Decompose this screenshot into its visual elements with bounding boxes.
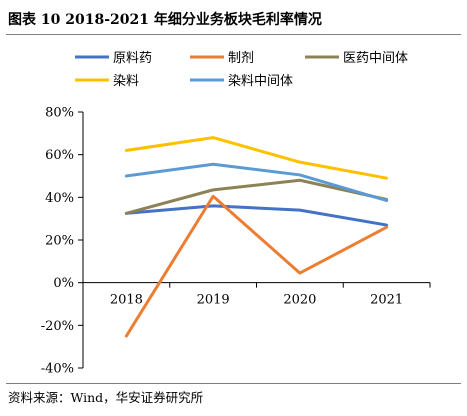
legend-label-5: 染料中间体 xyxy=(228,74,293,89)
series-line-3 xyxy=(124,178,389,215)
source-divider xyxy=(6,383,461,384)
y-tick-label: -20% xyxy=(41,319,74,334)
x-tick-label: 2018 xyxy=(110,293,143,308)
chart-title: 图表 10 2018-2021 年细分业务板块毛利率情况 xyxy=(8,12,322,28)
title-divider xyxy=(6,34,461,35)
series-line-4 xyxy=(124,136,389,180)
y-axis: -40% -20% 0% 20% 40% 60% 80% xyxy=(41,106,84,377)
x-axis: 2018 2019 2020 2021 xyxy=(82,282,431,308)
y-tick-label: 60% xyxy=(45,148,74,163)
legend-label-2: 制剂 xyxy=(228,51,254,66)
legend-label-3: 医药中间体 xyxy=(343,51,408,66)
source-note: 资料来源：Wind，华安证券研究所 xyxy=(8,390,204,405)
series-line-2 xyxy=(124,194,389,338)
y-tick-label: 0% xyxy=(53,276,74,291)
legend-label-4: 染料 xyxy=(113,74,139,89)
series-line-5 xyxy=(124,162,389,203)
y-tick-label: -40% xyxy=(41,362,74,377)
legend-label-1: 原料药 xyxy=(113,51,152,66)
x-tick-label: 2021 xyxy=(370,293,403,308)
y-tick-label: 80% xyxy=(45,106,74,121)
series-lines xyxy=(124,136,389,338)
x-tick-label: 2019 xyxy=(197,293,230,308)
series-line-1 xyxy=(124,204,389,227)
y-tick-label: 40% xyxy=(45,191,74,206)
y-tick-label: 20% xyxy=(45,234,74,249)
x-tick-label: 2020 xyxy=(283,293,316,308)
